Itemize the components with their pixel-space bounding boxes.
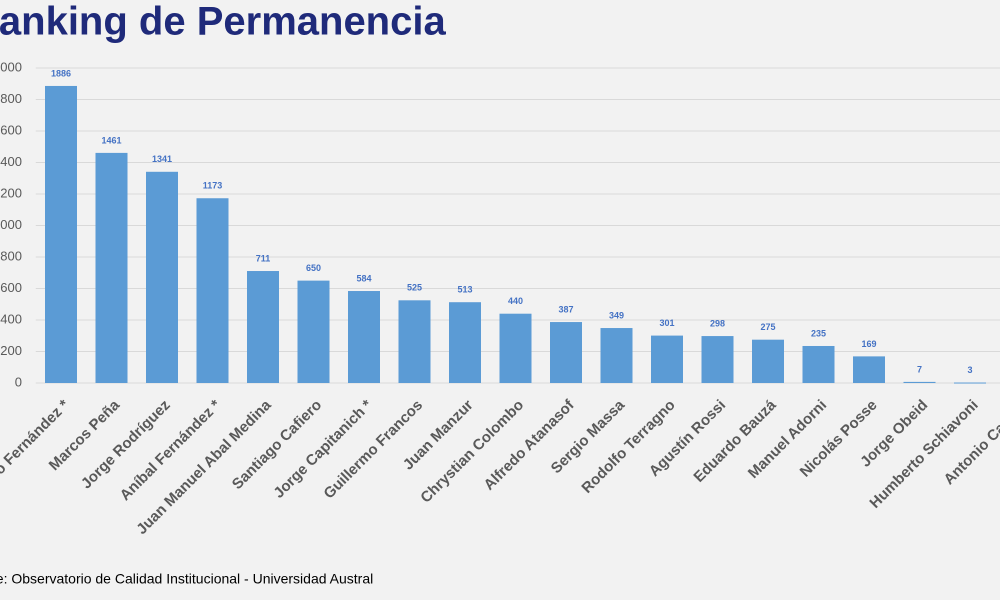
value-label: 525 — [407, 283, 422, 293]
value-label: 349 — [609, 310, 624, 320]
value-label: 513 — [457, 285, 472, 295]
value-label: 584 — [356, 273, 371, 283]
bar — [550, 322, 582, 383]
bar — [348, 291, 380, 383]
y-tick-label: 1200 — [0, 185, 22, 200]
bar — [802, 345, 835, 383]
bar — [954, 382, 986, 384]
bar — [903, 381, 936, 383]
value-label: 3 — [967, 365, 972, 375]
value-label: 1341 — [152, 154, 172, 164]
x-tick-label: Santiago Cafiero — [229, 397, 325, 493]
y-tick-label: 2000 — [0, 59, 22, 74]
bar — [297, 280, 330, 383]
bar — [247, 271, 279, 383]
bar — [398, 300, 431, 383]
value-label: 275 — [760, 322, 775, 332]
value-label: 7 — [917, 364, 922, 374]
bar — [449, 302, 481, 383]
x-tick-label: Guillermo Francos — [320, 397, 426, 503]
bar — [853, 356, 885, 383]
value-label: 235 — [811, 328, 826, 338]
value-label: 650 — [306, 263, 321, 273]
x-tick-label: Jorge Rodríguez — [78, 397, 174, 493]
value-label: 387 — [558, 304, 573, 314]
y-tick-label: 600 — [0, 280, 22, 295]
bar — [600, 328, 633, 383]
value-label: 169 — [861, 339, 876, 349]
bar — [196, 198, 229, 383]
y-tick-label: 1000 — [0, 217, 22, 232]
bar — [651, 335, 683, 383]
source-note: Fuente: Observatorio de Calidad Instituc… — [0, 571, 373, 587]
bar — [146, 171, 178, 383]
bar — [45, 85, 77, 383]
bar — [752, 339, 784, 383]
y-tick-label: 400 — [0, 311, 22, 326]
value-label: 1173 — [203, 181, 223, 191]
value-label: 301 — [659, 318, 674, 328]
value-label: 711 — [256, 253, 271, 263]
y-tick-label: 1800 — [0, 91, 22, 106]
bar — [95, 152, 128, 383]
y-tick-label: 200 — [0, 343, 22, 358]
x-tick-label: Rodolfo Terragno — [578, 397, 678, 497]
bar — [701, 336, 734, 383]
y-tick-label: 800 — [0, 248, 22, 263]
value-label: 298 — [710, 318, 725, 328]
y-tick-label: 1400 — [0, 154, 22, 169]
value-label: 1886 — [51, 68, 71, 78]
chart-title: Ranking de Permanencia — [0, 0, 446, 44]
y-tick-label: 1600 — [0, 122, 22, 137]
value-label: 1461 — [101, 135, 121, 145]
value-label: 440 — [508, 296, 523, 306]
y-tick-label: 0 — [15, 374, 22, 389]
x-tick-label: Alfredo Atanasof — [481, 396, 579, 494]
x-tick-label: Jorge Capitanich * — [270, 397, 375, 502]
bar — [499, 313, 532, 383]
